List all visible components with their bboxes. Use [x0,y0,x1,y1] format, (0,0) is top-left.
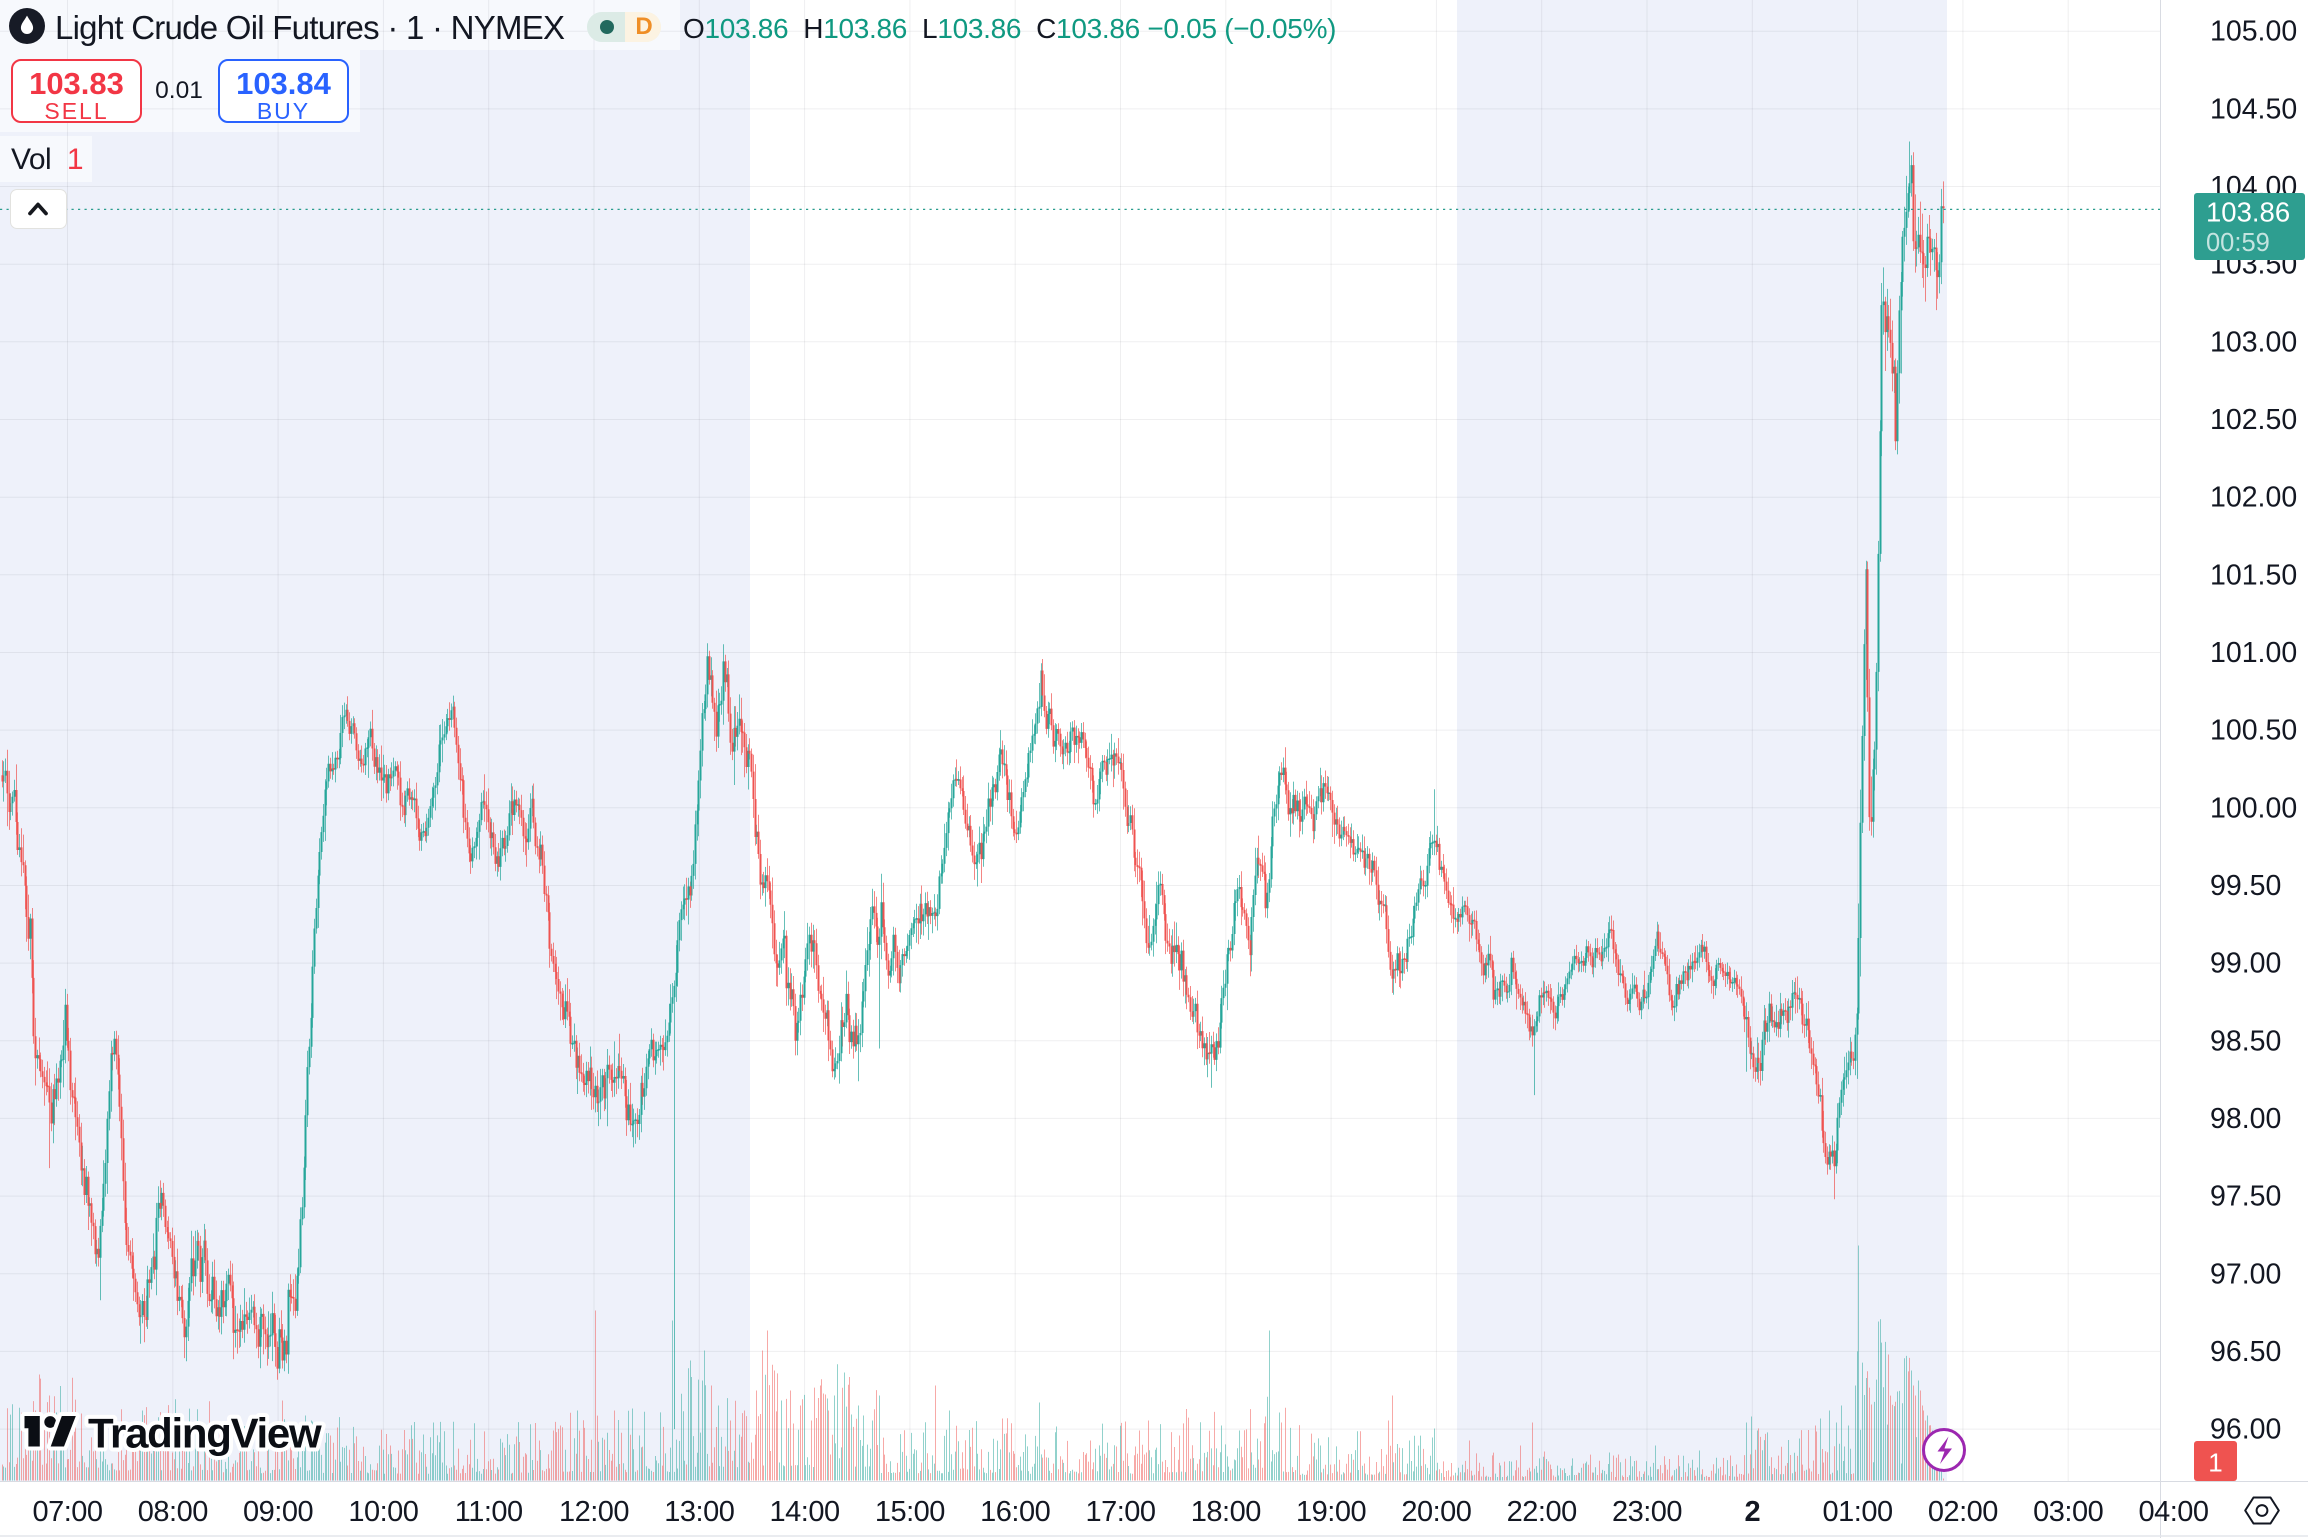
svg-text:07:00: 07:00 [32,1496,102,1528]
svg-text:100.50: 100.50 [2210,715,2297,747]
svg-text:13:00: 13:00 [664,1496,734,1528]
svg-text:15:00: 15:00 [875,1496,945,1528]
svg-text:99.00: 99.00 [2210,948,2281,980]
svg-text:2: 2 [1744,1496,1760,1528]
svg-text:20:00: 20:00 [1401,1496,1471,1528]
svg-text:97.50: 97.50 [2210,1181,2281,1213]
svg-text:98.00: 98.00 [2210,1103,2281,1135]
svg-text:103.00: 103.00 [2210,326,2297,358]
svg-text:97.00: 97.00 [2210,1258,2281,1290]
svg-text:104.50: 104.50 [2210,93,2297,125]
svg-text:09:00: 09:00 [243,1496,313,1528]
svg-text:04:00: 04:00 [2138,1496,2208,1528]
svg-text:08:00: 08:00 [138,1496,208,1528]
svg-text:19:00: 19:00 [1296,1496,1366,1528]
svg-text:1: 1 [2208,1448,2222,1478]
svg-text:10:00: 10:00 [348,1496,418,1528]
svg-text:02:00: 02:00 [1928,1496,1998,1528]
svg-text:96.00: 96.00 [2210,1414,2281,1446]
svg-text:98.50: 98.50 [2210,1025,2281,1057]
svg-text:99.50: 99.50 [2210,870,2281,902]
svg-text:103.86: 103.86 [2206,197,2290,228]
svg-text:01:00: 01:00 [1823,1496,1893,1528]
svg-text:12:00: 12:00 [559,1496,629,1528]
svg-text:23:00: 23:00 [1612,1496,1682,1528]
svg-text:03:00: 03:00 [2033,1496,2103,1528]
svg-text:18:00: 18:00 [1191,1496,1261,1528]
svg-text:105.00: 105.00 [2210,16,2297,48]
svg-text:102.00: 102.00 [2210,482,2297,514]
svg-text:16:00: 16:00 [980,1496,1050,1528]
svg-text:17:00: 17:00 [1085,1496,1155,1528]
svg-text:00:59: 00:59 [2206,229,2270,257]
svg-text:TradingView: TradingView [88,1410,322,1457]
svg-text:102.50: 102.50 [2210,404,2297,436]
svg-text:100.00: 100.00 [2210,792,2297,824]
svg-text:22:00: 22:00 [1507,1496,1577,1528]
svg-text:11:00: 11:00 [455,1496,523,1528]
svg-text:14:00: 14:00 [770,1496,840,1528]
svg-text:101.00: 101.00 [2210,637,2297,669]
svg-text:101.50: 101.50 [2210,559,2297,591]
svg-text:96.50: 96.50 [2210,1336,2281,1368]
